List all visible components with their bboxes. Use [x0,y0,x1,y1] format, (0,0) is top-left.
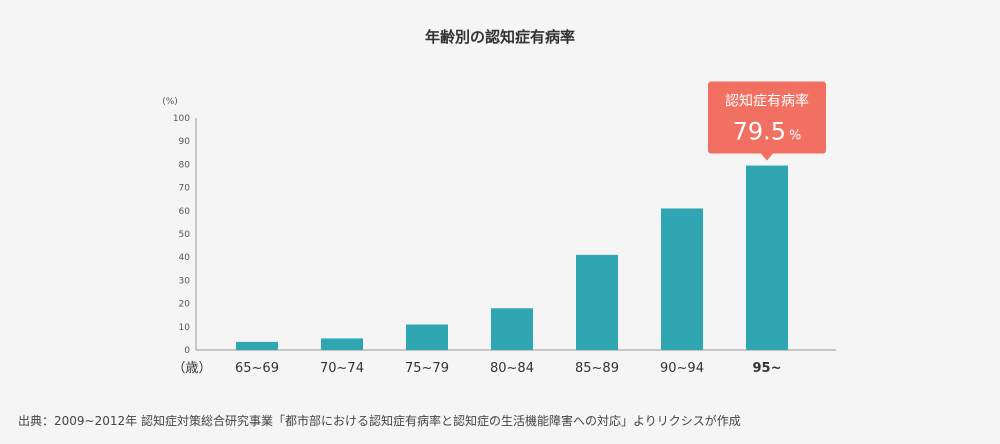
bar [491,308,533,350]
source-note: 出典：2009~2012年 認知症対策総合研究事業「都市部における認知症有病率と… [18,414,741,428]
bar [661,208,703,350]
y-tick-label: 30 [179,276,191,286]
x-tick-label: 90~94 [660,361,704,376]
y-tick-label: 90 [179,137,191,147]
y-tick-label: 50 [179,230,191,240]
callout-value-number: 79.5 [733,118,786,146]
bars [236,165,788,350]
y-tick-label: 80 [179,160,191,170]
y-unit-label: (%) [162,97,178,107]
y-tick-label: 40 [179,253,191,263]
x-tick-label: 75~79 [405,361,449,376]
y-tick-label: 0 [184,346,190,356]
y-tick-label: 20 [179,300,191,310]
highlight-callout: 認知症有病率 79.5% [708,81,826,161]
x-tick-label: 65~69 [235,361,279,376]
callout-label: 認知症有病率 [725,93,809,110]
bar [236,341,278,350]
y-tick-label: 10 [179,323,191,333]
callout-value: 79.5% [733,118,802,146]
x-axis: （歳） 65~69 70~74 75~79 80~84 85~89 90~94 95~ [172,349,836,376]
y-axis: (%) 0 10 20 30 40 50 60 70 80 90 100 [162,97,197,356]
y-tick-label: 100 [173,114,190,124]
x-tick-label: 70~74 [320,361,364,376]
bar [576,254,618,350]
callout-pointer [761,153,773,161]
callout-box [708,81,826,154]
chart-title: 年齢別の認知症有病率 [424,28,575,46]
bar [746,165,788,350]
x-tick-label: 95~ [753,361,782,376]
y-tick-label: 60 [179,207,191,217]
x-tick-label: 85~89 [575,361,619,376]
callout-value-unit: % [789,129,801,144]
x-tick-label: 80~84 [490,361,534,376]
x-unit-label: （歳） [172,361,211,376]
y-tick-label: 70 [179,184,191,194]
bar [406,324,448,350]
bar [321,338,363,350]
